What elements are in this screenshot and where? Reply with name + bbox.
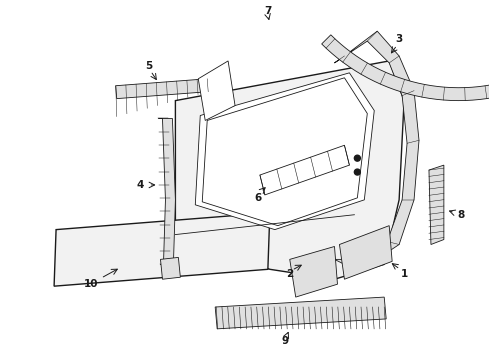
Polygon shape (175, 61, 404, 279)
Polygon shape (321, 0, 490, 100)
Polygon shape (116, 79, 208, 99)
Circle shape (354, 169, 360, 175)
Polygon shape (290, 247, 338, 297)
Text: 5: 5 (145, 61, 152, 71)
Text: 6: 6 (254, 193, 262, 203)
Text: 7: 7 (264, 6, 271, 16)
Circle shape (354, 155, 360, 161)
Polygon shape (54, 213, 270, 286)
Text: 10: 10 (84, 279, 98, 289)
Polygon shape (158, 118, 175, 264)
Polygon shape (161, 257, 180, 279)
Polygon shape (196, 73, 374, 230)
Polygon shape (202, 78, 368, 226)
Text: 1: 1 (400, 269, 408, 279)
Text: 2: 2 (286, 269, 294, 279)
Polygon shape (260, 145, 349, 195)
Text: 4: 4 (137, 180, 144, 190)
Polygon shape (335, 31, 419, 264)
Polygon shape (340, 226, 392, 279)
Polygon shape (198, 61, 235, 121)
Text: 9: 9 (281, 336, 288, 346)
Polygon shape (215, 297, 386, 329)
Text: 8: 8 (457, 210, 465, 220)
Text: 3: 3 (395, 34, 403, 44)
Polygon shape (429, 165, 444, 244)
